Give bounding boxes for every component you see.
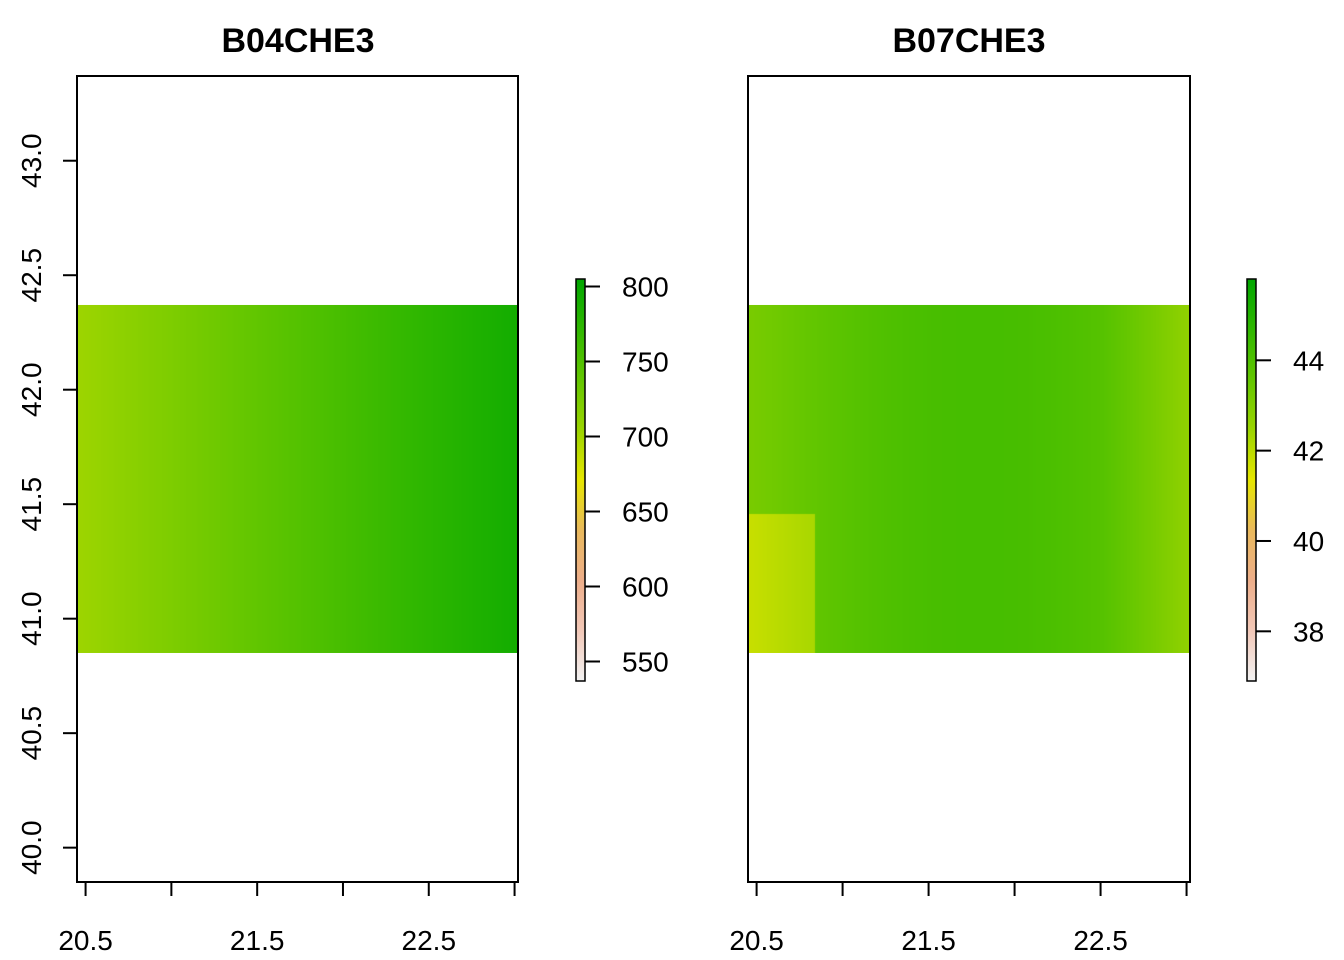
legend-colorbar [1246,278,1257,682]
legend-tick-label: 40 [1293,526,1324,557]
x-tick-label: 22.5 [1073,925,1128,956]
y-tick-label: 40.5 [16,706,47,761]
raster-image [748,304,1190,653]
x-tick-label: 22.5 [402,925,457,956]
y-tick-label: 41.0 [16,591,47,646]
y-axis: 40.0 40.5 41.0 41.5 42.0 42.5 43.0 [16,133,78,875]
y-tick-label: 41.5 [16,477,47,532]
legend-tick-label: 600 [622,572,669,603]
panel-title: B04CHE3 [221,22,374,60]
x-tick-label: 20.5 [729,925,784,956]
legend-tick-label: 750 [622,347,669,378]
legend-tick-label: 800 [622,272,669,303]
x-axis: 20.5 21.5 22.5 [729,881,1188,956]
y-tick-label: 42.5 [16,248,47,303]
raster-layer [77,304,518,653]
x-tick-label: 20.5 [58,925,113,956]
color-legend: 38 40 42 44 [1246,278,1324,682]
y-tick-label: 43.0 [16,133,47,188]
raster-layer [748,304,1190,653]
panel-title: B07CHE3 [892,22,1045,60]
legend-tick-label: 700 [622,422,669,453]
map-panel-b04che3: B04CHE3 20.5 21.5 22.5 40.0 40.5 41.0 41.5 42.… [16,22,669,956]
x-tick-label: 21.5 [230,925,285,956]
legend-colorbar [575,278,586,682]
color-legend: 550 600 650 700 750 800 [575,272,669,682]
legend-tick-label: 550 [622,647,669,678]
legend-tick-label: 650 [622,497,669,528]
y-tick-label: 40.0 [16,820,47,875]
legend-tick-label: 38 [1293,616,1324,647]
x-axis: 20.5 21.5 22.5 [58,881,516,956]
map-panel-b07che3: B07CHE3 20.5 21.5 22.5 38 40 42 44 [729,22,1324,956]
y-tick-label: 42.0 [16,362,47,417]
legend-tick-label: 42 [1293,436,1324,467]
x-tick-label: 21.5 [901,925,956,956]
legend-tick-label: 44 [1293,345,1324,376]
raster-image [77,304,518,653]
